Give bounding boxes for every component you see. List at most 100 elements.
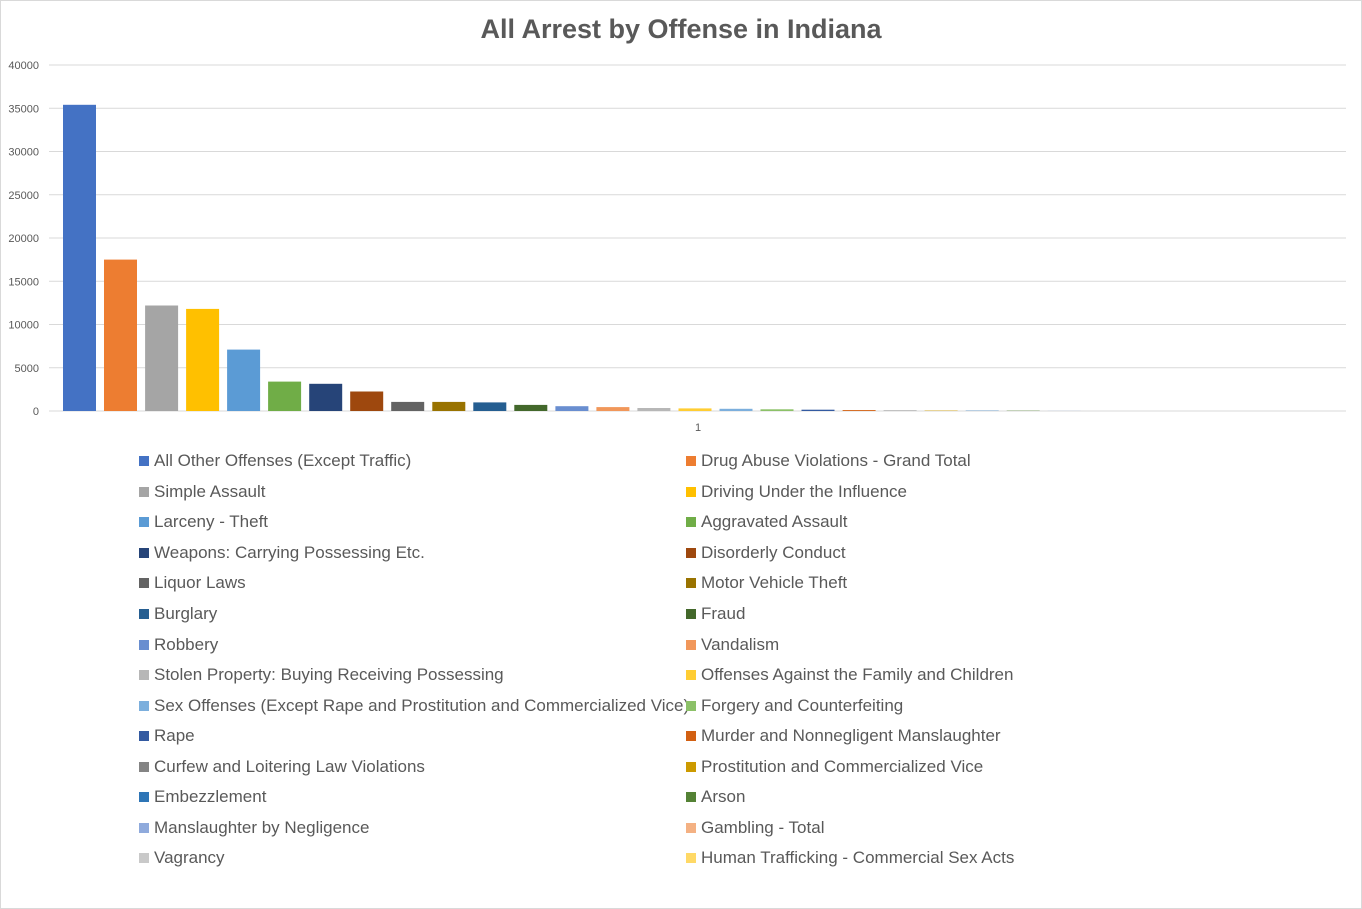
legend-item: Aggravated Assault [686, 507, 1139, 538]
bar [186, 308, 220, 411]
legend-item: Embezzlement [139, 782, 686, 813]
bar [555, 406, 589, 411]
legend-item: Manslaughter by Negligence [139, 813, 686, 844]
legend-swatch [686, 700, 696, 711]
bar [637, 408, 671, 411]
bar [309, 383, 343, 411]
legend-swatch [139, 761, 149, 772]
legend-swatch [139, 456, 149, 467]
legend-label: Larceny - Theft [154, 512, 269, 532]
legend-label: Disorderly Conduct [701, 542, 846, 562]
y-tick-label: 15000 [8, 276, 39, 288]
legend-item: All Other Offenses (Except Traffic) [139, 446, 686, 477]
legend-label: Prostitution and Commercialized Vice [701, 756, 984, 776]
legend-swatch [686, 822, 696, 833]
legend-label: Human Trafficking - Commercial Sex Acts [701, 848, 1015, 868]
chart-title: All Arrest by Offense in Indiana [480, 14, 882, 44]
legend-label: Offenses Against the Family and Children [701, 665, 1014, 685]
legend-item: Simple Assault [139, 477, 686, 508]
legend-label: Simple Assault [154, 481, 266, 501]
legend-item: Human Trafficking - Commercial Sex Acts [686, 843, 1139, 874]
legend-label: Aggravated Assault [701, 512, 848, 532]
bar [227, 349, 261, 411]
legend-item: Sex Offenses (Except Rape and Prostituti… [139, 690, 690, 721]
legend-item: Robbery [139, 629, 686, 660]
legend-item: Forgery and Counterfeiting [686, 690, 1139, 721]
legend-item: Rape [139, 721, 686, 752]
legend-swatch [686, 609, 696, 619]
legend-label: Liquor Laws [154, 573, 246, 593]
legend-label: Motor Vehicle Theft [701, 573, 848, 593]
legend-swatch [686, 456, 696, 467]
legend-label: Drug Abuse Violations - Grand Total [701, 451, 971, 471]
legend-label: Weapons: Carrying Possessing Etc. [154, 542, 425, 562]
y-tick-label: 0 [33, 406, 39, 418]
bar [883, 410, 917, 411]
legend-swatch [686, 639, 696, 650]
legend-label: Rape [154, 726, 195, 746]
legend-item: Stolen Property: Buying Receiving Posses… [139, 660, 686, 691]
bar [678, 408, 712, 411]
plot-area: 0 5000 10000 15000 20000 25000 30000 35000 40000… [8, 60, 1346, 434]
legend-label: Stolen Property: Buying Receiving Posses… [154, 665, 504, 685]
legend-item: Gambling - Total [686, 813, 1139, 844]
bar [350, 391, 384, 411]
legend-swatch [139, 792, 149, 803]
legend-item: Burglary [139, 599, 686, 630]
legend-swatch [139, 609, 149, 619]
legend-swatch [686, 792, 696, 803]
legend-swatch [139, 731, 149, 742]
y-axis-tick-labels: 0 5000 10000 15000 20000 25000 30000 35000 40000 [8, 60, 39, 418]
legend-item: Driving Under the Influence [686, 477, 1139, 508]
legend-label: Driving Under the Influence [701, 481, 908, 501]
bar [432, 401, 466, 411]
bar [719, 408, 753, 411]
gridlines [49, 64, 1346, 412]
bar [104, 259, 137, 411]
legend-item: Larceny - Theft [139, 507, 686, 538]
legend-label: Manslaughter by Negligence [154, 817, 370, 837]
legend-swatch [686, 731, 696, 742]
y-tick-label: 25000 [8, 190, 39, 202]
y-tick-label: 10000 [8, 320, 39, 332]
legend-item: Murder and Nonnegligent Manslaughter [686, 721, 1139, 752]
bar [473, 402, 507, 411]
bar [842, 410, 876, 411]
bar [596, 407, 630, 411]
legend-swatch [686, 761, 696, 772]
legend-label: Gambling - Total [701, 817, 825, 837]
y-tick-label: 20000 [8, 233, 39, 245]
legend-label: Vagrancy [154, 848, 225, 868]
legend-item: Drug Abuse Violations - Grand Total [686, 446, 1139, 477]
bar [145, 305, 179, 411]
legend-swatch [686, 517, 696, 528]
legend-swatch [139, 486, 149, 497]
legend-item: Offenses Against the Family and Children [686, 660, 1139, 691]
legend-label: Fraud [701, 604, 746, 623]
legend: All Other Offenses (Except Traffic) Drug … [139, 446, 1139, 874]
legend-item: Vagrancy [139, 843, 686, 874]
legend-swatch [686, 853, 696, 864]
legend-swatch [139, 578, 149, 589]
legend-label: Sex Offenses (Except Rape and Prostituti… [154, 695, 690, 715]
y-tick-label: 30000 [8, 147, 39, 159]
bar [760, 409, 794, 411]
legend-item: Arson [686, 782, 1139, 813]
legend-label: Forgery and Counterfeiting [701, 695, 904, 715]
legend-swatch [139, 853, 149, 864]
legend-item: Disorderly Conduct [686, 538, 1139, 569]
legend-swatch [139, 547, 149, 558]
legend-item: Liquor Laws [139, 568, 686, 599]
bar [391, 401, 425, 411]
legend-swatch [686, 486, 696, 497]
legend-label: Vandalism [701, 634, 780, 654]
legend-label: Curfew and Loitering Law Violations [154, 756, 425, 776]
x-axis-tick-labels: 1 [695, 422, 701, 434]
legend-swatch [686, 670, 696, 681]
legend-label: Robbery [154, 634, 219, 654]
x-tick-label: 1 [695, 422, 701, 434]
legend-swatch [139, 639, 149, 650]
legend-label: All Other Offenses (Except Traffic) [154, 451, 412, 471]
legend-label: Arson [701, 787, 746, 807]
legend-swatch [686, 547, 696, 558]
